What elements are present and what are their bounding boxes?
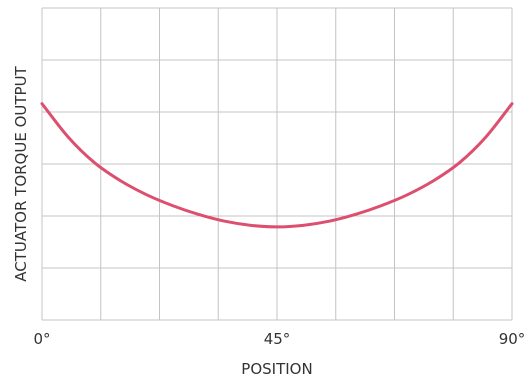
- x-axis-title: POSITION: [241, 360, 312, 378]
- y-axis-title: ACTUATOR TORQUE OUTPUT: [12, 65, 30, 281]
- x-tick-label: 45°: [264, 330, 291, 348]
- x-tick-labels: 0° 45° 90°: [33, 330, 525, 348]
- x-tick-label: 90°: [499, 330, 526, 348]
- chart-series: [40, 102, 514, 229]
- torque-curve-line: [40, 102, 514, 229]
- chart-grid: [41, 7, 513, 321]
- x-tick-label: 0°: [33, 330, 50, 348]
